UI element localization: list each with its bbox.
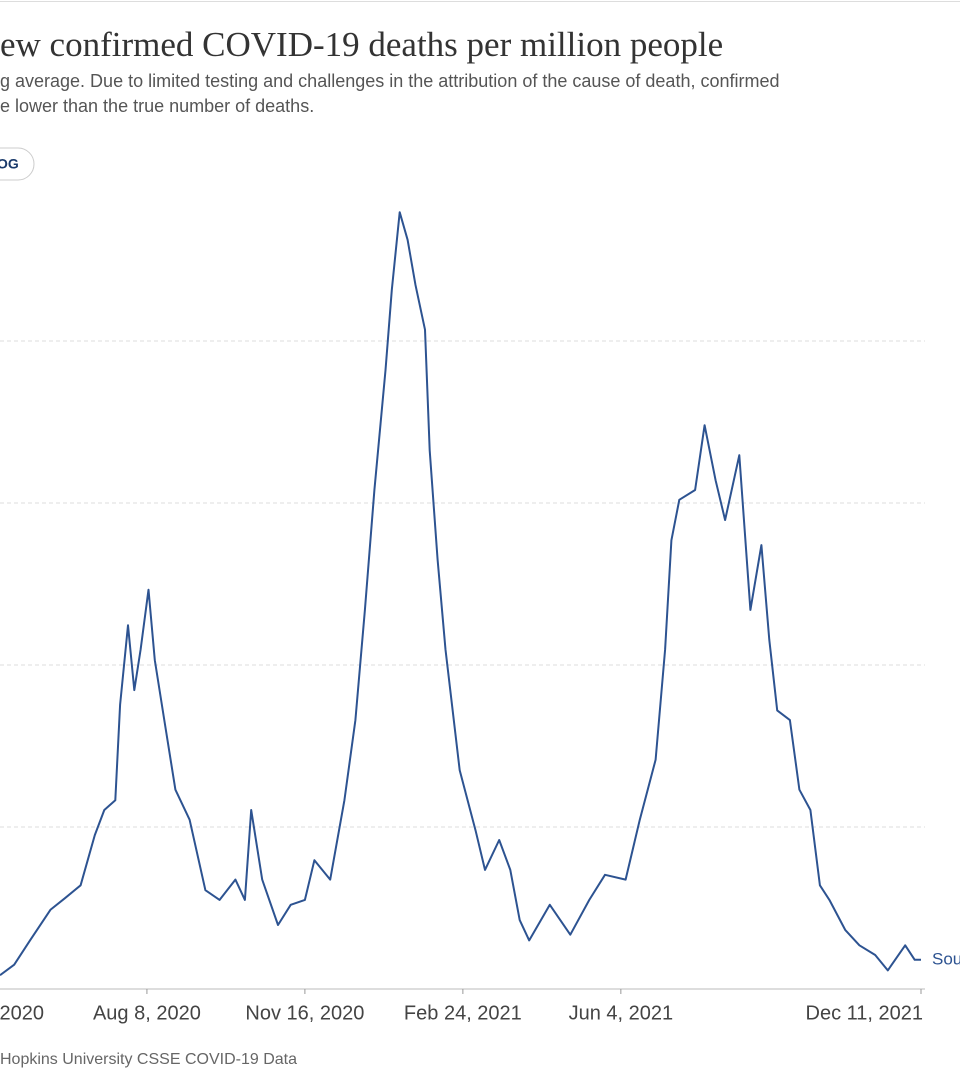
log-button[interactable] [0, 147, 35, 181]
source: Hopkins University CSSE COVID-19 Data [0, 1051, 297, 1068]
x-tick-label: Dec 11, 2021 [806, 1002, 924, 1024]
x-tick-label: Feb 24, 2021 [404, 1002, 522, 1024]
series-label: Sou [932, 949, 960, 968]
series-line [0, 211, 921, 977]
chart-title: ew confirmed COVID-19 deaths per million… [0, 25, 723, 64]
x-tick-label: Aug 8, 2020 [93, 1002, 201, 1024]
log-button-label[interactable]: OG [0, 156, 19, 172]
subtitle: e lower than the true number of deaths. [0, 96, 314, 116]
x-tick-label: Jun 4, 2021 [569, 1002, 674, 1024]
x-tick-label: Nov 16, 2020 [245, 1002, 364, 1024]
subtitle: g average. Due to limited testing and ch… [0, 71, 779, 91]
x-tick-label: 2020 [0, 1002, 44, 1024]
